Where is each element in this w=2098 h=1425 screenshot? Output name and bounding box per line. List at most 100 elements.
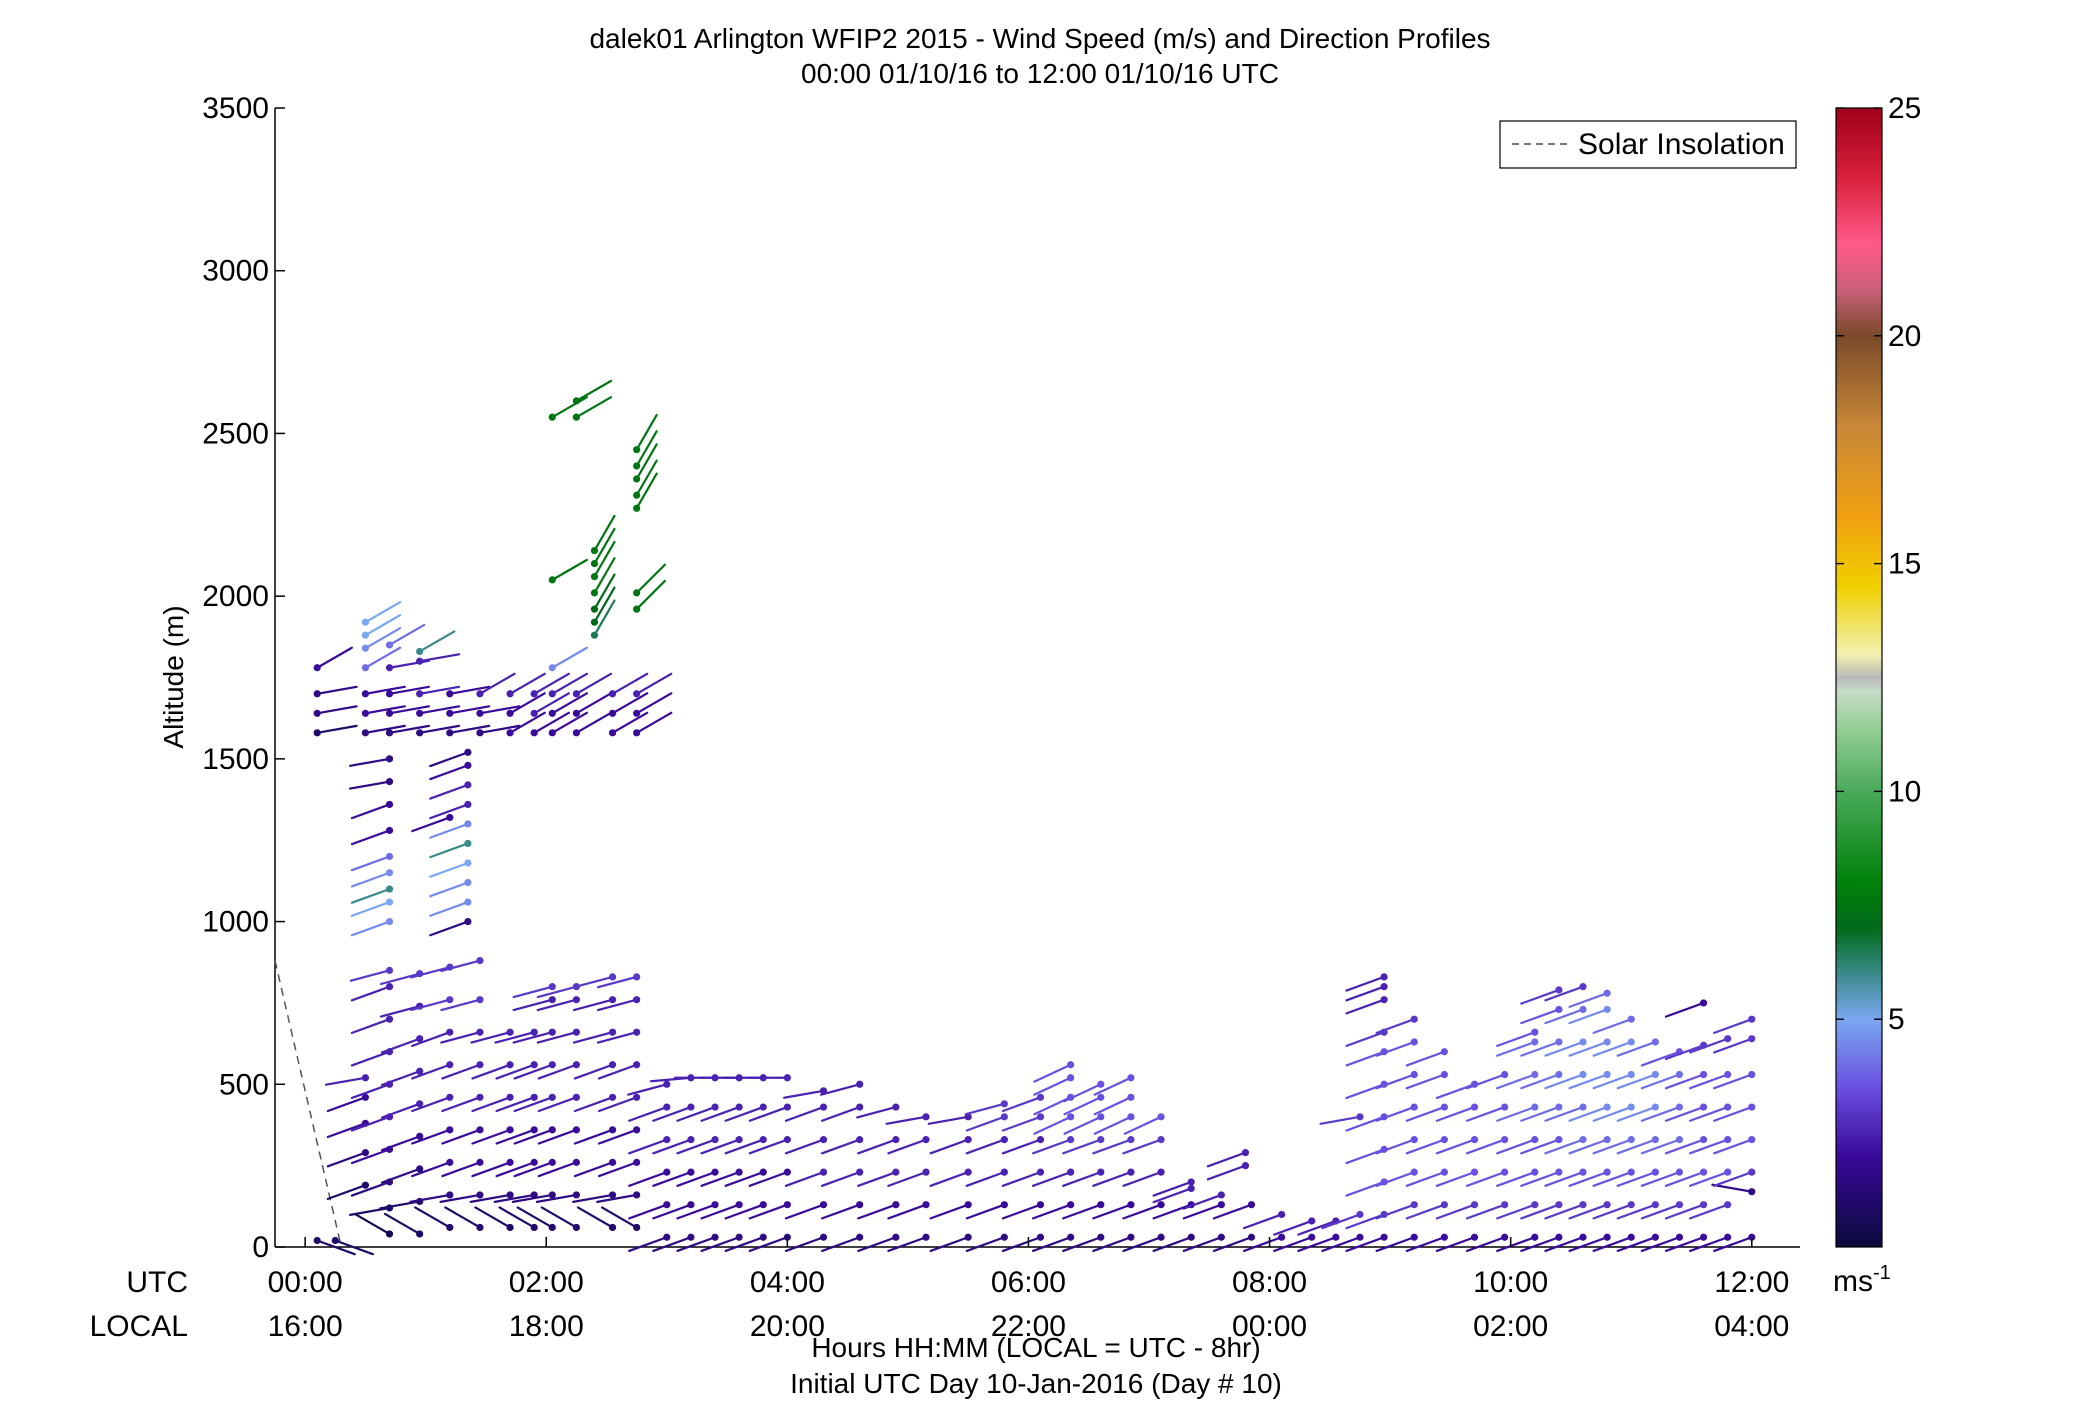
wind-barb-dot — [1036, 1201, 1045, 1209]
wind-barb-shaft — [1092, 1203, 1133, 1220]
wind-barb-dot — [1470, 1136, 1479, 1144]
wind-barb-shaft — [1345, 1031, 1386, 1047]
wind-barb-shaft — [1664, 1105, 1705, 1122]
chart-title: dalek01 Arlington WFIP2 2015 - Wind Spee… — [589, 23, 1490, 54]
wind-barb-dot — [922, 1201, 930, 1209]
wind-barb-dot — [548, 1093, 556, 1101]
wind-barb-shaft — [1319, 1115, 1362, 1125]
wind-barb-shaft — [379, 972, 421, 986]
wind-barb — [1568, 1070, 1611, 1090]
y-axis-ticks: 0 500 1000 1500 2000 2500 3000 3500 — [202, 92, 285, 1264]
wind-barb — [1520, 986, 1563, 1005]
wind-barb — [576, 1206, 617, 1232]
wind-barb-dot — [892, 1201, 900, 1209]
wind-barb-shaft — [508, 711, 546, 734]
wind-barb — [350, 1015, 394, 1034]
wind-barb-dot — [1410, 1015, 1418, 1023]
wind-barb — [1405, 1168, 1448, 1187]
wind-barb-shaft — [887, 1138, 928, 1155]
wind-barb-shaft — [350, 887, 391, 904]
y-tick-label: 3500 — [202, 92, 269, 125]
wind-barb-shaft — [411, 816, 451, 833]
wind-barb-shaft — [1713, 1171, 1753, 1187]
wind-barb-dot — [819, 1168, 828, 1176]
wind-barb-shaft — [388, 705, 431, 715]
wind-barb-shaft — [724, 1138, 765, 1155]
wind-barb-shaft — [700, 1203, 741, 1220]
wind-barb-dot — [506, 729, 514, 737]
wind-barb — [1375, 1070, 1418, 1090]
wind-barb-dot — [633, 605, 641, 613]
wind-barb-dot — [385, 800, 394, 809]
wind-barb-dot — [1724, 1136, 1732, 1144]
wind-barb-dot — [361, 664, 370, 672]
wind-barb — [596, 1191, 641, 1203]
wind-barb-dot — [1187, 1233, 1195, 1241]
wind-barb-shaft — [1242, 1213, 1283, 1230]
wind-barb-shaft — [887, 1236, 928, 1253]
wind-barb — [1345, 996, 1388, 1015]
wind-barb — [965, 1113, 1008, 1132]
wind-barb-shaft — [1664, 1073, 1705, 1090]
wind-barb-shaft — [411, 1161, 451, 1178]
wind-barb-dot — [385, 641, 394, 649]
wind-barb-dot — [416, 1035, 424, 1043]
y-tick-label: 3000 — [202, 255, 269, 288]
wind-barb — [349, 1204, 394, 1216]
wind-barb-shaft — [1568, 1203, 1609, 1220]
wind-barb-dot — [1555, 1070, 1563, 1079]
wind-barb-dot — [1651, 1070, 1659, 1079]
wind-barb-dot — [530, 1061, 538, 1069]
wind-barb — [1568, 1005, 1611, 1025]
wind-barb-dot — [1217, 1191, 1225, 1199]
wind-barb-dot — [572, 1191, 580, 1199]
wind-barb — [1640, 1201, 1684, 1220]
wind-barb-shaft — [1093, 1096, 1133, 1116]
wind-barb-dot — [1651, 1038, 1659, 1046]
wind-barb — [1033, 1061, 1075, 1083]
wind-barb-dot — [711, 1201, 719, 1209]
wind-barb-dot — [1501, 1168, 1509, 1176]
wind-barb — [1405, 1233, 1448, 1253]
wind-barb-shaft — [1345, 1236, 1386, 1253]
wind-barb-dot — [1531, 1070, 1539, 1079]
wind-barb-dot — [1440, 1233, 1448, 1241]
wind-barb — [700, 1103, 743, 1122]
wind-barb — [361, 685, 406, 698]
wind-barb — [1711, 1183, 1756, 1196]
wind-barb — [495, 1158, 538, 1178]
wind-barb-dot — [548, 996, 556, 1004]
wind-barb — [1496, 1168, 1539, 1187]
wind-barb-dot — [1603, 1005, 1611, 1014]
wind-barb — [590, 557, 616, 597]
wind-barb — [446, 705, 491, 717]
wind-barb-shaft — [1405, 1050, 1446, 1067]
wind-barb-dot — [385, 755, 394, 763]
wind-barb-dot — [1000, 1113, 1008, 1121]
wind-barb-shaft — [597, 1161, 638, 1178]
wind-barb-dot — [506, 690, 514, 698]
wind-barb-shaft — [537, 1128, 578, 1145]
wind-barb-shaft — [551, 558, 589, 581]
wind-barb — [1063, 1093, 1105, 1116]
wind-barb-shaft — [1152, 1203, 1193, 1220]
wind-barb-dot — [1067, 1061, 1075, 1069]
wind-barb-shaft — [572, 1193, 614, 1203]
wind-barb-dot — [1699, 1168, 1708, 1176]
wind-barb — [1568, 1136, 1611, 1155]
wind-barb-shaft — [596, 975, 638, 989]
wind-barb — [1616, 1038, 1659, 1057]
wind-barb-dot — [361, 644, 370, 652]
wind-barb-shaft — [1062, 1138, 1102, 1155]
wind-barb-dot — [476, 1093, 484, 1101]
wind-barb — [1345, 1210, 1388, 1230]
wind-barb-dot — [1356, 1233, 1364, 1241]
wind-barb — [1206, 1162, 1250, 1181]
wind-barb-dot — [416, 1100, 424, 1108]
wind-barb-dot — [735, 1233, 743, 1241]
wind-barb-dot — [506, 1028, 514, 1036]
solar-insolation-line — [274, 960, 343, 1248]
wind-barb-shaft — [439, 1193, 482, 1203]
wind-barb-shaft — [929, 1236, 970, 1253]
wind-barb-dot — [1036, 1233, 1045, 1241]
